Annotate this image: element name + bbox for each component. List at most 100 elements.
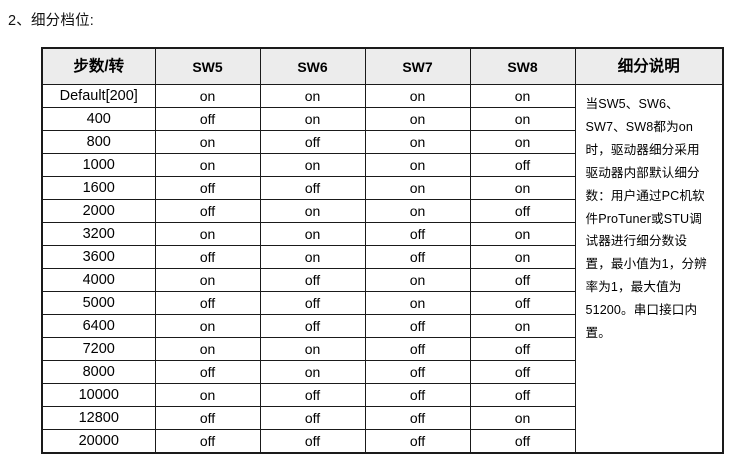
- cell-steps-per-rev: 3200: [41, 222, 156, 246]
- table-row: 8000 off on off off: [41, 360, 723, 384]
- table-row: Default[200] on on on on 当SW5、SW6、SW7、SW…: [41, 84, 724, 454]
- cell-sw5: off: [154, 291, 261, 315]
- column-header-sw7: SW7: [364, 47, 471, 85]
- cell-sw7: off: [364, 314, 471, 338]
- cell-sw6: on: [259, 360, 366, 384]
- cell-sw6: on: [259, 199, 366, 223]
- cell-sw6: on: [259, 222, 366, 246]
- cell-sw5: on: [154, 337, 261, 361]
- cell-sw5: off: [154, 360, 261, 384]
- cell-sw8: off: [469, 429, 576, 454]
- table-row: 12800 off off off on: [41, 406, 723, 430]
- cell-sw7: on: [364, 268, 471, 292]
- table-body: Default[200] on on on on 当SW5、SW6、SW7、SW…: [41, 84, 724, 454]
- column-header-steps-per-rev: 步数/转: [41, 47, 156, 85]
- cell-steps-per-rev: Default[200]: [41, 84, 156, 108]
- cell-sw8: off: [469, 268, 576, 292]
- cell-steps-per-rev: 3600: [41, 245, 156, 269]
- column-header-description: 细分说明: [574, 47, 724, 85]
- cell-sw7: on: [364, 291, 471, 315]
- cell-sw8: on: [469, 222, 576, 246]
- cell-sw8: on: [469, 130, 576, 154]
- cell-steps-per-rev: 1600: [41, 176, 156, 200]
- cell-sw7: off: [364, 222, 471, 246]
- cell-sw5: off: [154, 429, 261, 454]
- cell-sw6: off: [259, 383, 366, 407]
- cell-steps-per-rev: 2000: [41, 199, 156, 223]
- cell-sw5: on: [154, 84, 261, 108]
- cell-sw6: on: [259, 107, 366, 131]
- cell-sw7: on: [364, 130, 471, 154]
- cell-description: 当SW5、SW6、SW7、SW8都为on时，驱动器细分采用驱动器内部默认细分数：…: [574, 84, 724, 454]
- cell-sw6: on: [259, 245, 366, 269]
- table-header: 步数/转 SW5 SW6 SW7 SW8 细分说明: [41, 47, 724, 85]
- cell-sw8: off: [469, 383, 576, 407]
- cell-steps-per-rev: 4000: [41, 268, 156, 292]
- cell-steps-per-rev: 5000: [41, 291, 156, 315]
- cell-sw8: on: [469, 406, 576, 430]
- cell-sw5: off: [154, 406, 261, 430]
- table-row: 1600 off off on on: [41, 176, 723, 200]
- table-row: 2000 off on on off: [41, 199, 723, 223]
- microstep-settings-table: 步数/转 SW5 SW6 SW7 SW8 细分说明 Default[200] o…: [41, 47, 724, 454]
- cell-steps-per-rev: 1000: [41, 153, 156, 177]
- cell-sw7: off: [364, 429, 471, 454]
- page-title: 2、细分档位:: [8, 13, 94, 29]
- cell-sw5: on: [154, 383, 261, 407]
- cell-steps-per-rev: 7200: [41, 337, 156, 361]
- column-header-sw6: SW6: [259, 47, 366, 85]
- cell-sw8: off: [469, 199, 576, 223]
- cell-sw5: on: [154, 153, 261, 177]
- cell-sw8: off: [469, 337, 576, 361]
- table-row: 20000 off off off off: [41, 429, 723, 454]
- cell-sw7: on: [364, 153, 471, 177]
- cell-sw7: off: [364, 383, 471, 407]
- cell-sw7: on: [364, 176, 471, 200]
- cell-sw5: off: [154, 176, 261, 200]
- cell-sw6: off: [259, 406, 366, 430]
- microstep-table-container: 步数/转 SW5 SW6 SW7 SW8 细分说明 Default[200] o…: [41, 47, 724, 454]
- cell-sw6: off: [259, 268, 366, 292]
- cell-steps-per-rev: 400: [41, 107, 156, 131]
- cell-sw6: off: [259, 429, 366, 454]
- column-header-sw8: SW8: [469, 47, 576, 85]
- table-header-row: 步数/转 SW5 SW6 SW7 SW8 细分说明: [41, 47, 724, 85]
- cell-sw7: on: [364, 107, 471, 131]
- table-row: 3200 on on off on: [41, 222, 723, 246]
- cell-sw5: off: [154, 107, 261, 131]
- cell-sw6: on: [259, 153, 366, 177]
- table-row: 5000 off off on off: [41, 291, 723, 315]
- cell-steps-per-rev: 8000: [41, 360, 156, 384]
- cell-steps-per-rev: 6400: [41, 314, 156, 338]
- cell-sw6: off: [259, 130, 366, 154]
- cell-sw7: off: [364, 360, 471, 384]
- cell-sw8: on: [469, 107, 576, 131]
- cell-sw8: off: [469, 153, 576, 177]
- column-header-sw5: SW5: [154, 47, 261, 85]
- cell-sw7: on: [364, 199, 471, 223]
- cell-sw7: off: [364, 406, 471, 430]
- cell-sw8: on: [469, 176, 576, 200]
- cell-sw5: off: [154, 199, 261, 223]
- cell-sw5: on: [154, 314, 261, 338]
- cell-sw6: off: [259, 291, 366, 315]
- cell-steps-per-rev: 12800: [41, 406, 156, 430]
- cell-sw8: on: [469, 314, 576, 338]
- cell-sw6: on: [259, 84, 366, 108]
- cell-sw8: off: [469, 360, 576, 384]
- table-row: 400 off on on on: [41, 107, 723, 131]
- table-row: 1000 on on on off: [41, 153, 723, 177]
- cell-sw5: off: [154, 245, 261, 269]
- cell-sw8: on: [469, 84, 576, 108]
- cell-sw8: on: [469, 245, 576, 269]
- cell-sw6: off: [259, 176, 366, 200]
- table-row: 4000 on off on off: [41, 268, 723, 292]
- cell-sw7: off: [364, 337, 471, 361]
- cell-sw7: on: [364, 84, 471, 108]
- cell-steps-per-rev: 10000: [41, 383, 156, 407]
- cell-steps-per-rev: 20000: [41, 429, 156, 454]
- cell-sw8: off: [469, 291, 576, 315]
- table-row: 6400 on off off on: [41, 314, 723, 338]
- cell-sw5: on: [154, 130, 261, 154]
- cell-sw6: on: [259, 337, 366, 361]
